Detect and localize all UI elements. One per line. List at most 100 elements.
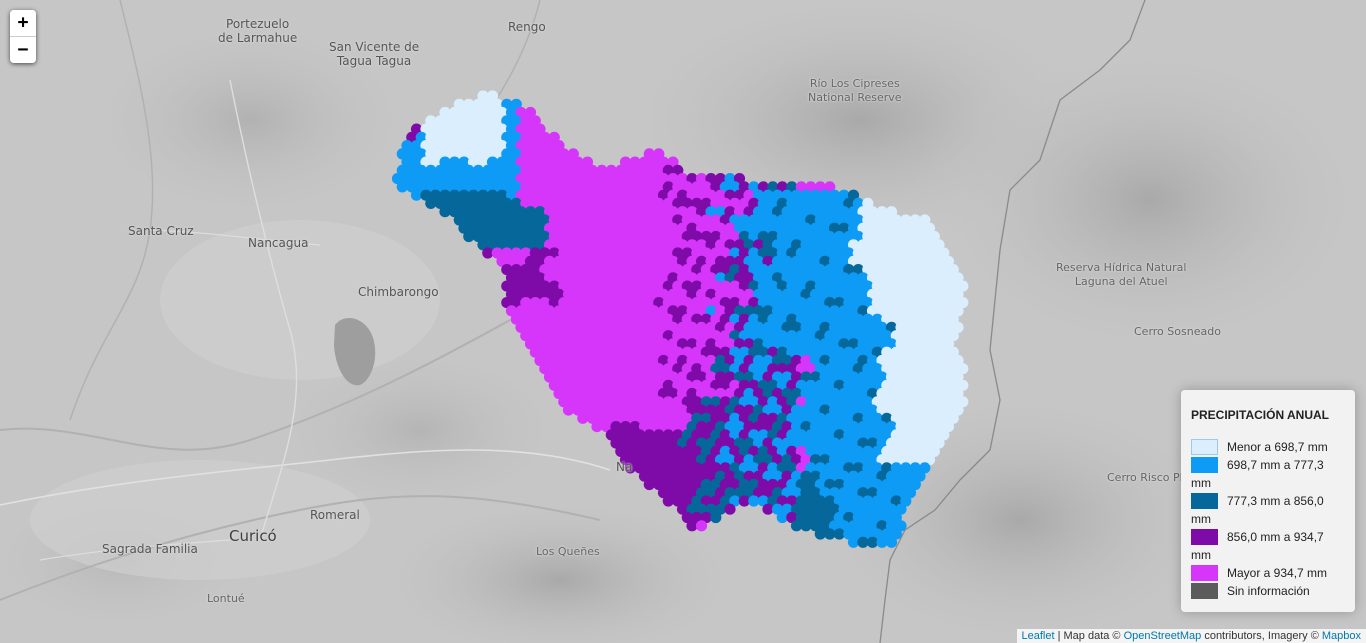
precipitation-cell[interactable] <box>805 330 817 342</box>
precipitation-cell[interactable] <box>928 264 940 276</box>
precipitation-cell[interactable] <box>634 412 646 424</box>
precipitation-cell[interactable] <box>724 454 736 466</box>
precipitation-cell[interactable] <box>610 255 622 267</box>
precipitation-cell[interactable] <box>738 214 750 226</box>
precipitation-cell[interactable] <box>586 379 598 391</box>
precipitation-cell[interactable] <box>724 255 736 267</box>
precipitation-cell[interactable] <box>577 280 589 292</box>
precipitation-cell[interactable] <box>562 321 575 333</box>
precipitation-cell[interactable] <box>933 421 945 433</box>
precipitation-cell[interactable] <box>643 164 655 176</box>
precipitation-cell[interactable] <box>790 206 803 218</box>
precipitation-cell[interactable] <box>600 338 613 350</box>
precipitation-cell[interactable] <box>762 222 774 234</box>
precipitation-cell[interactable] <box>833 230 845 243</box>
precipitation-cell[interactable] <box>852 429 864 441</box>
precipitation-cell[interactable] <box>847 222 860 234</box>
precipitation-cell[interactable] <box>643 478 655 491</box>
precipitation-cell[interactable] <box>852 511 864 524</box>
precipitation-cell[interactable] <box>719 412 731 424</box>
precipitation-cell[interactable] <box>923 354 936 367</box>
precipitation-cell[interactable] <box>572 189 584 201</box>
precipitation-cell[interactable] <box>662 412 674 424</box>
precipitation-cell[interactable] <box>653 429 665 441</box>
precipitation-cell[interactable] <box>553 173 565 185</box>
precipitation-cell[interactable] <box>672 396 684 408</box>
precipitation-cell[interactable] <box>615 346 627 358</box>
precipitation-cell[interactable] <box>406 181 418 193</box>
precipitation-cell[interactable] <box>748 181 760 193</box>
precipitation-cell[interactable] <box>638 255 651 267</box>
precipitation-cell[interactable] <box>885 305 898 317</box>
precipitation-cell[interactable] <box>814 181 826 193</box>
precipitation-cell[interactable] <box>624 247 636 259</box>
precipitation-cell[interactable] <box>914 354 926 367</box>
precipitation-cell[interactable] <box>809 338 822 350</box>
precipitation-cell[interactable] <box>410 173 423 185</box>
precipitation-cell[interactable] <box>719 478 731 491</box>
precipitation-cell[interactable] <box>567 313 579 325</box>
precipitation-cell[interactable] <box>909 429 921 441</box>
precipitation-cell[interactable] <box>629 222 641 234</box>
precipitation-cell[interactable] <box>444 181 456 193</box>
precipitation-cell[interactable] <box>928 412 940 424</box>
precipitation-cell[interactable] <box>748 495 760 507</box>
precipitation-cell[interactable] <box>610 189 622 201</box>
precipitation-cell[interactable] <box>634 297 646 309</box>
precipitation-cell[interactable] <box>691 495 703 507</box>
precipitation-cell[interactable] <box>852 297 864 309</box>
precipitation-cell[interactable] <box>733 454 746 466</box>
precipitation-cell[interactable] <box>501 247 513 259</box>
precipitation-cell[interactable] <box>776 511 788 524</box>
precipitation-cell[interactable] <box>738 330 750 342</box>
precipitation-cell[interactable] <box>543 371 556 383</box>
precipitation-cell[interactable] <box>923 222 936 234</box>
precipitation-cell[interactable] <box>809 470 822 482</box>
precipitation-cell[interactable] <box>752 470 765 482</box>
precipitation-cell[interactable] <box>871 511 883 524</box>
precipitation-cell[interactable] <box>591 222 603 234</box>
precipitation-cell[interactable] <box>838 421 850 433</box>
precipitation-cell[interactable] <box>733 371 746 383</box>
precipitation-cell[interactable] <box>467 222 480 234</box>
precipitation-cell[interactable] <box>657 487 670 499</box>
precipitation-cell[interactable] <box>577 396 589 408</box>
precipitation-cell[interactable] <box>805 214 817 226</box>
precipitation-cell[interactable] <box>615 214 627 226</box>
precipitation-cell[interactable] <box>534 239 546 251</box>
precipitation-cell[interactable] <box>710 280 722 292</box>
precipitation-cell[interactable] <box>700 264 712 276</box>
precipitation-cell[interactable] <box>819 520 831 532</box>
precipitation-cell[interactable] <box>866 503 879 515</box>
precipitation-cell[interactable] <box>501 181 513 193</box>
precipitation-cell[interactable] <box>724 371 736 383</box>
precipitation-cell[interactable] <box>501 297 513 309</box>
precipitation-cell[interactable] <box>866 288 879 300</box>
precipitation-cell[interactable] <box>543 239 556 251</box>
precipitation-cell[interactable] <box>510 247 522 259</box>
precipitation-cell[interactable] <box>410 123 423 135</box>
precipitation-cell[interactable] <box>952 354 964 367</box>
precipitation-cell[interactable] <box>809 421 822 433</box>
precipitation-cell[interactable] <box>795 511 807 524</box>
precipitation-cell[interactable] <box>838 239 850 251</box>
precipitation-cell[interactable] <box>919 297 931 309</box>
precipitation-cell[interactable] <box>695 305 708 317</box>
precipitation-cell[interactable] <box>762 437 774 449</box>
precipitation-cell[interactable] <box>548 330 560 342</box>
precipitation-cell[interactable] <box>615 247 627 259</box>
precipitation-cell[interactable] <box>852 363 864 375</box>
precipitation-cell[interactable] <box>876 470 888 482</box>
precipitation-cell[interactable] <box>885 454 898 466</box>
precipitation-cell[interactable] <box>429 156 442 168</box>
precipitation-cell[interactable] <box>838 387 850 400</box>
precipitation-cell[interactable] <box>396 181 408 193</box>
precipitation-cell[interactable] <box>662 346 674 358</box>
precipitation-cell[interactable] <box>596 230 608 243</box>
precipitation-cell[interactable] <box>790 437 803 449</box>
precipitation-cell[interactable] <box>724 222 736 234</box>
precipitation-cell[interactable] <box>847 371 860 383</box>
precipitation-cell[interactable] <box>520 214 532 226</box>
precipitation-cell[interactable] <box>729 297 741 309</box>
precipitation-cell[interactable] <box>624 396 636 408</box>
